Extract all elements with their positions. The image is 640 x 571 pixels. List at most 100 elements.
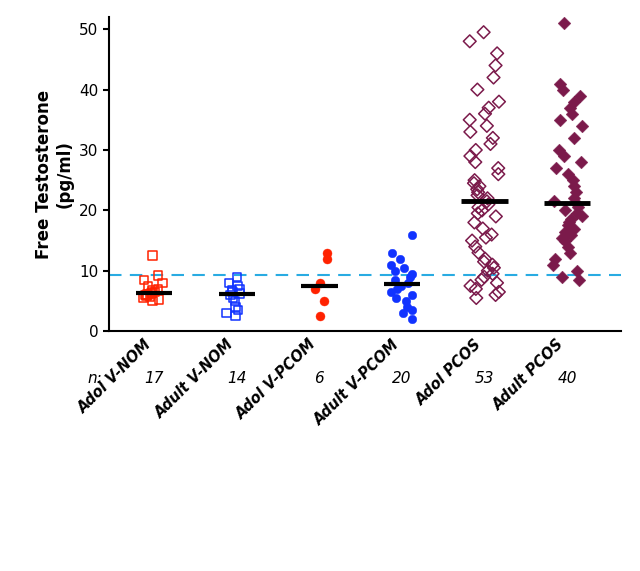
Point [564,218,575,227]
Point [157,278,168,287]
Point [139,275,149,284]
Point [391,293,401,303]
Point [473,209,483,218]
Point [465,151,476,160]
Point [322,248,332,257]
Point [480,254,490,263]
Point [234,289,244,298]
Point [390,266,400,275]
Point [406,230,417,239]
Point [492,278,502,287]
Point [394,254,404,263]
Point [568,97,579,106]
Point [227,286,237,295]
Point [572,209,582,218]
Text: 17: 17 [145,371,164,386]
Point [473,188,483,197]
Point [563,221,573,230]
Point [386,287,396,296]
Point [147,251,157,260]
Point [481,233,491,242]
Point [493,163,503,172]
Point [488,270,498,279]
Point [390,275,401,284]
Point [573,275,584,284]
Point [401,296,412,305]
Point [224,278,234,287]
Point [560,227,570,236]
Point [316,312,326,321]
Point [488,73,499,82]
Point [225,291,236,300]
Point [563,170,573,179]
Point [480,109,490,118]
Point [555,115,565,124]
Point [465,127,476,136]
Point [557,272,567,282]
Point [569,182,579,191]
Point [232,272,242,282]
Point [234,284,244,293]
Point [470,146,481,155]
Point [470,158,481,167]
Text: 14: 14 [227,371,246,386]
Point [472,184,483,194]
Point [230,296,240,305]
Point [477,206,487,215]
Point [487,260,497,270]
Point [150,287,160,296]
Point [493,287,504,296]
Point [228,293,238,303]
Text: 6: 6 [314,371,324,386]
Point [469,179,479,188]
Point [572,266,582,275]
Point [559,19,570,28]
Point [387,248,397,257]
Point [477,224,488,233]
Point [465,115,475,124]
Point [563,242,573,251]
Point [548,260,559,270]
Point [221,308,232,317]
Point [472,85,483,94]
Point [401,303,412,312]
Point [493,170,504,179]
Point [575,91,585,100]
Point [407,270,417,279]
Point [482,121,492,130]
Point [233,305,243,315]
Point [479,257,489,266]
Point [140,291,150,300]
Point [565,103,575,112]
Point [483,200,493,209]
Point [314,278,324,287]
Point [488,134,498,143]
Point [138,293,148,303]
Point [569,224,579,233]
Point [387,260,397,270]
Point [403,278,413,287]
Point [318,296,328,305]
Point [469,218,479,227]
Point [470,284,481,293]
Point [479,272,490,282]
Point [482,197,492,206]
Point [474,248,484,257]
Point [577,121,587,130]
Point [489,263,499,272]
Point [396,282,406,291]
Point [145,292,155,301]
Point [492,49,502,58]
Point [559,206,570,215]
Point [559,151,570,160]
Point [568,194,579,203]
Point [566,215,577,224]
Point [486,230,497,239]
Point [484,103,494,112]
Point [555,79,565,88]
Point [573,203,584,212]
Point [474,182,484,191]
Point [554,146,564,155]
Point [471,293,481,303]
Point [467,236,477,245]
